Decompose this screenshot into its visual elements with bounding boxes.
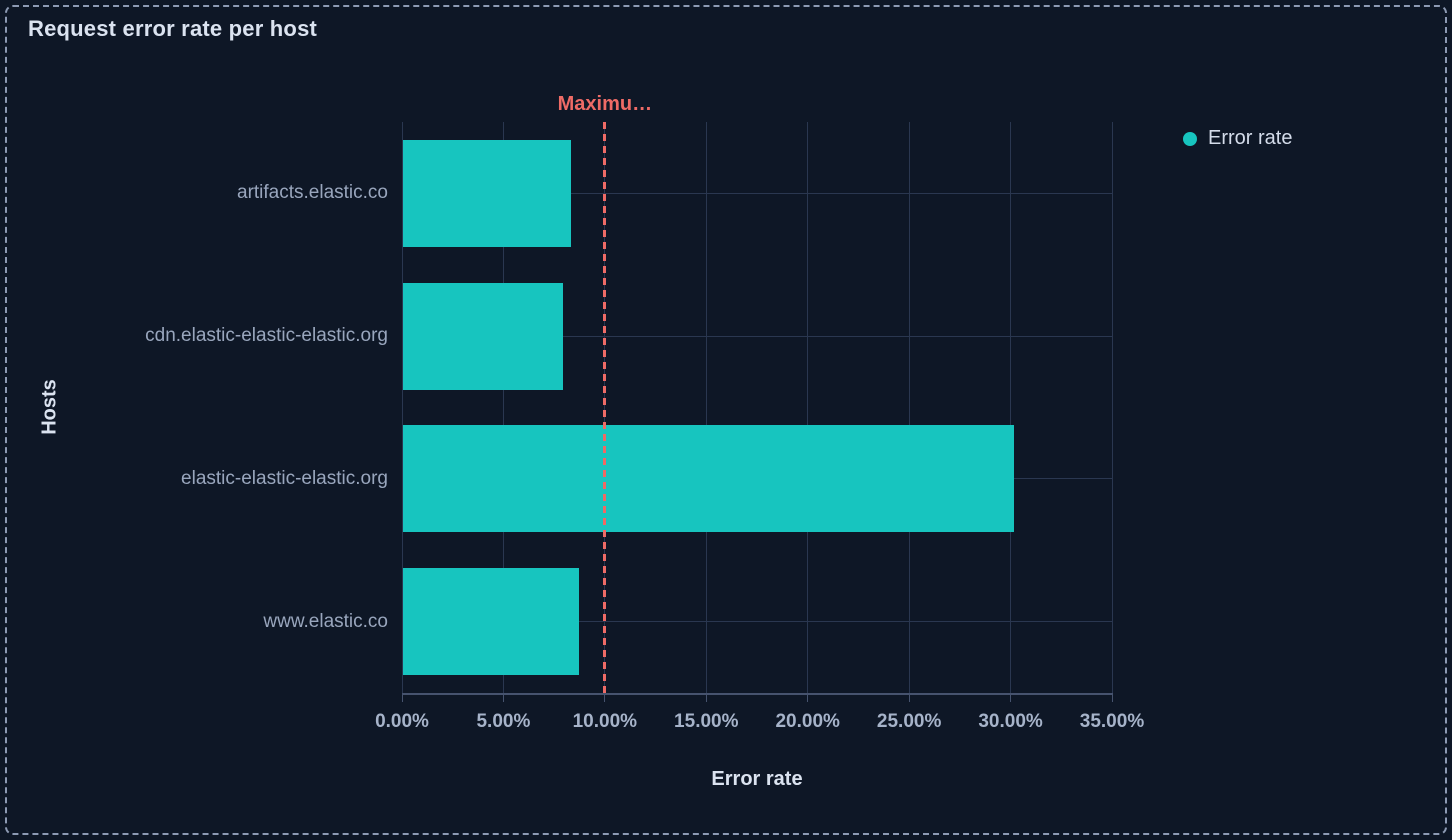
bar-elastic-elastic-elastic.org[interactable] [403, 425, 1014, 533]
gridline-x [705, 122, 707, 693]
bar-cdn.elastic-elastic-elastic.org[interactable] [403, 282, 564, 390]
gridline-x [401, 122, 403, 693]
gridline-x [1111, 122, 1113, 693]
x-tick-mark [807, 693, 809, 702]
x-tick-label: 20.00% [775, 711, 840, 732]
threshold-line [603, 122, 607, 693]
x-axis-line [402, 693, 1113, 695]
x-tick-mark [401, 693, 403, 702]
bar-www.elastic.co[interactable] [403, 568, 580, 676]
gridline-x [1010, 122, 1012, 693]
x-tick-label: 30.00% [978, 711, 1043, 732]
legend-dot-icon [1183, 131, 1197, 146]
gridline-x [807, 122, 809, 693]
x-tick-mark [705, 693, 707, 702]
legend-item-label: Error rate [1208, 127, 1293, 149]
x-tick-label: 35.00% [1079, 711, 1145, 732]
x-tick-mark [502, 693, 504, 702]
x-tick-label: 5.00% [476, 711, 531, 732]
legend-item-error-rate[interactable]: Error rate [1183, 127, 1292, 150]
x-tick-label: 15.00% [674, 711, 739, 732]
y-category-label: artifacts.elastic.co [237, 182, 388, 204]
x-axis-title: Error rate [711, 768, 803, 790]
x-tick-label: 0.00% [375, 711, 429, 732]
gridline-x [502, 122, 504, 693]
x-tick-mark [908, 693, 910, 702]
y-category-label: www.elastic.co [263, 610, 388, 632]
gridline-y [402, 621, 1112, 623]
y-category-label: elastic-elastic-elastic.org [181, 467, 388, 489]
panel-title: Request error rate per host [28, 16, 318, 41]
plot-area [401, 122, 1113, 693]
x-tick-mark [1010, 693, 1012, 702]
x-tick-label: 25.00% [876, 711, 942, 732]
x-tick-label: 10.00% [572, 711, 638, 732]
gridline-y [402, 335, 1112, 337]
x-tick-mark [1111, 693, 1113, 702]
threshold-annotation-label: Maximu… [557, 93, 653, 115]
bar-artifacts.elastic.co[interactable] [403, 139, 572, 247]
y-category-label: cdn.elastic-elastic-elastic.org [145, 325, 388, 347]
x-tick-mark [604, 693, 606, 702]
gridline-x [908, 122, 910, 693]
gridline-y [402, 192, 1112, 194]
